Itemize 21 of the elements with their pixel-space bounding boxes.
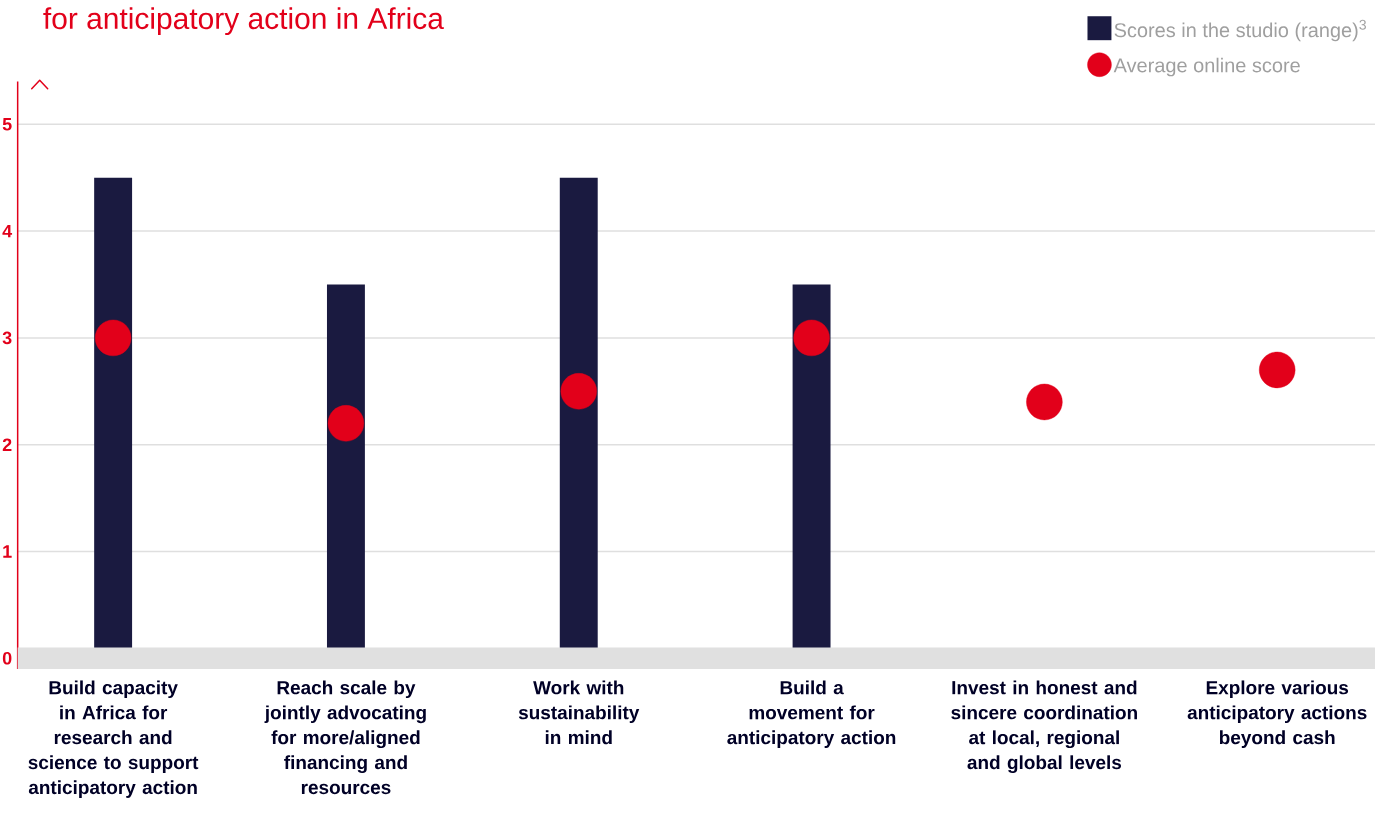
y-tick-label: 2	[2, 438, 12, 451]
x-tick-label: Build capacity in Africa for research and science to support anticipatory action	[28, 680, 199, 798]
x-tick-label: Invest in honest and sincere coordination at local, regional and global levels	[951, 680, 1137, 773]
y-tick-label: 0	[2, 651, 12, 665]
x-tick-label: Build a movement for anticipatory action	[727, 680, 896, 748]
y-tick-label: 1	[3, 545, 12, 558]
point	[94, 319, 132, 356]
point	[793, 319, 830, 356]
point	[1259, 351, 1296, 388]
y-tick-label: 5	[2, 117, 12, 131]
legend-label: Average online score	[1113, 57, 1300, 77]
y-tick-label: 3	[2, 331, 12, 345]
point	[560, 372, 597, 410]
x-tick-label: Explore various anticipatory actions beyond cash	[1187, 680, 1367, 748]
y-tick-label: 4	[2, 224, 13, 238]
point	[327, 404, 365, 442]
chart-title: for anticipatory action in Africa	[43, 6, 444, 35]
x-tick-label: Reach scale by jointly advocating for more/aligned financing and resources	[264, 680, 426, 794]
point	[1026, 383, 1063, 420]
x-tick-label: Work with sustainability in mind	[518, 680, 640, 745]
legend-label: Scores in the studio (range)$^{3}$	[1114, 19, 1366, 42]
